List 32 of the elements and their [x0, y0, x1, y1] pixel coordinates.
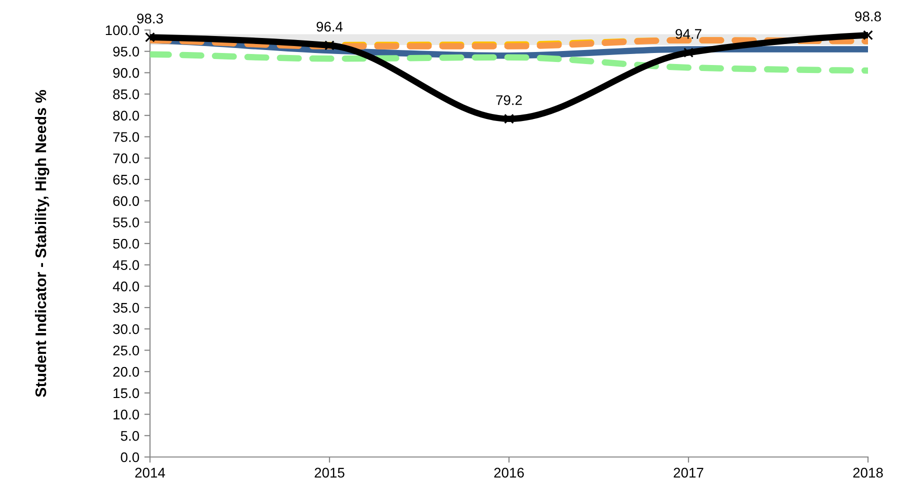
- y-tick-label: 60.0: [113, 196, 140, 206]
- y-tick-label: 90.0: [113, 68, 140, 78]
- y-tick-label: 55.0: [113, 217, 140, 228]
- y-tick-label: 100.0: [106, 25, 140, 36]
- y-tick-label: 65.0: [113, 174, 140, 185]
- x-tick-label: 2016: [494, 468, 524, 478]
- y-tick-label: 80.0: [113, 110, 140, 121]
- y-tick-label: 5.0: [120, 430, 140, 441]
- data-label: 98.8: [855, 12, 881, 22]
- y-tick-label: 30.0: [113, 324, 140, 334]
- y-tick-label: 45.0: [112, 260, 140, 270]
- y-tick-label: 40.0: [112, 282, 140, 292]
- y-tick-label: 15.0: [114, 388, 140, 398]
- y-tick-label: 25.0: [113, 346, 140, 356]
- y-axis-title: Student Indicator - Stability, High Needs %: [34, 90, 50, 397]
- y-tick-label: 35.0: [113, 302, 140, 313]
- x-tick-label: 2014: [135, 468, 166, 478]
- x-tick-label: 2018: [853, 468, 883, 478]
- data-label: 96.4: [316, 22, 343, 32]
- y-tick-label: 85.0: [113, 89, 140, 100]
- y-tick-label: 10.0: [114, 410, 140, 420]
- y-tick-label: 75.0: [113, 132, 140, 142]
- y-tick-label: 95.0: [113, 46, 140, 57]
- x-tick-label: 2015: [314, 468, 344, 478]
- y-tick-label: 70.0: [113, 153, 140, 164]
- y-tick-label: 20.0: [113, 366, 140, 377]
- y-tick-label: 0.0: [120, 452, 140, 462]
- y-tick-label: 50.0: [113, 238, 140, 249]
- data-label: 94.7: [676, 29, 702, 39]
- data-label: 79.2: [496, 95, 522, 106]
- x-tick-label: 2017: [674, 468, 704, 478]
- data-label: 98.3: [137, 14, 163, 24]
